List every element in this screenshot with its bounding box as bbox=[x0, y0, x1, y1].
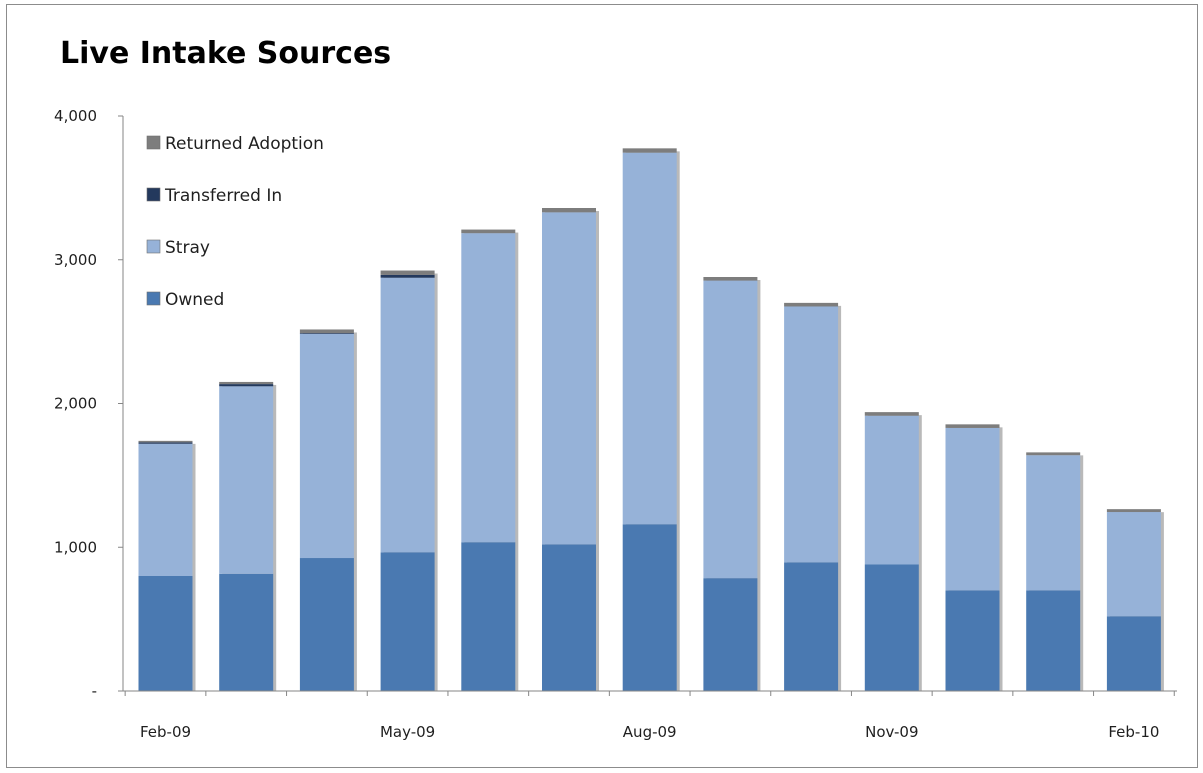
bar-segment-owned bbox=[300, 558, 354, 691]
bar-segment-stray bbox=[381, 278, 435, 553]
bar-segment-owned bbox=[703, 578, 757, 691]
bar-segment-transferred-in bbox=[219, 384, 273, 386]
bar-segment-returned-adoption bbox=[1026, 452, 1080, 455]
bar-segment-returned-adoption bbox=[219, 382, 273, 384]
bar-segment-returned-adoption bbox=[381, 271, 435, 275]
bar-segment-owned bbox=[946, 590, 1000, 691]
bar-segment-returned-adoption bbox=[461, 230, 515, 234]
bar-segment-returned-adoption bbox=[865, 412, 919, 416]
legend-swatch bbox=[147, 188, 160, 201]
bar-segment-stray bbox=[703, 281, 757, 579]
bar-segment-transferred-in bbox=[139, 442, 193, 443]
bar-segment-owned bbox=[1026, 590, 1080, 691]
bar-segment-returned-adoption bbox=[300, 329, 354, 333]
bar-segment-stray bbox=[461, 233, 515, 542]
bar-segment-stray bbox=[219, 386, 273, 574]
x-tick-label: Aug-09 bbox=[623, 723, 677, 741]
bar-segment-returned-adoption bbox=[139, 441, 193, 442]
bar-segment-owned bbox=[139, 576, 193, 691]
bar-segment-returned-adoption bbox=[703, 277, 757, 281]
bar-segment-owned bbox=[461, 542, 515, 691]
bar-segment-transferred-in bbox=[381, 275, 435, 278]
bar-segment-stray bbox=[542, 212, 596, 544]
bar-segment-stray bbox=[784, 306, 838, 562]
bar-segment-owned bbox=[865, 565, 919, 692]
bar-segment-returned-adoption bbox=[946, 424, 1000, 428]
bar-segment-stray bbox=[1026, 455, 1080, 590]
bar-segment-owned bbox=[784, 562, 838, 691]
legend-label: Stray bbox=[165, 238, 210, 258]
legend-swatch bbox=[147, 136, 160, 149]
bar-segment-owned bbox=[219, 574, 273, 691]
bar-segment-owned bbox=[623, 524, 677, 691]
bar-segment-returned-adoption bbox=[1107, 509, 1161, 512]
bar-segment-returned-adoption bbox=[784, 303, 838, 307]
bar-segment-stray bbox=[1107, 512, 1161, 616]
legend-swatch bbox=[147, 240, 160, 253]
bar-segment-owned bbox=[381, 552, 435, 691]
bar-segment-stray bbox=[865, 416, 919, 565]
x-tick-label: May-09 bbox=[380, 723, 435, 741]
y-tick-label: 4,000 bbox=[54, 107, 97, 125]
y-tick-label: - bbox=[92, 682, 97, 700]
bar-segment-returned-adoption bbox=[542, 208, 596, 212]
bar-segment-stray bbox=[139, 444, 193, 576]
bar-segment-stray bbox=[623, 153, 677, 525]
legend-label: Owned bbox=[165, 290, 224, 310]
x-tick-label: Feb-10 bbox=[1108, 723, 1159, 741]
legend-label: Transferred In bbox=[164, 186, 282, 206]
y-tick-label: 3,000 bbox=[54, 251, 97, 269]
y-tick-label: 2,000 bbox=[54, 395, 97, 413]
bar-segment-returned-adoption bbox=[623, 148, 677, 152]
y-tick-label: 1,000 bbox=[54, 538, 97, 556]
bar-segment-stray bbox=[946, 428, 1000, 590]
bar-segment-transferred-in bbox=[300, 333, 354, 334]
x-tick-label: Feb-09 bbox=[140, 723, 191, 741]
legend-label: Returned Adoption bbox=[165, 134, 324, 154]
bar-segment-owned bbox=[542, 544, 596, 691]
legend-swatch bbox=[147, 292, 160, 305]
x-tick-label: Nov-09 bbox=[865, 723, 918, 741]
bar-segment-stray bbox=[300, 334, 354, 558]
bar-segment-owned bbox=[1107, 616, 1161, 691]
